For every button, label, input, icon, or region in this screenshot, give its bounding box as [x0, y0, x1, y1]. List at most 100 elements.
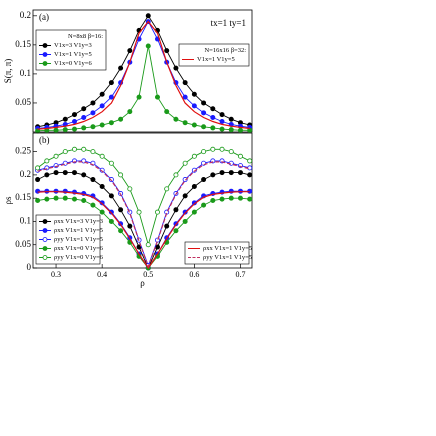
point — [53, 153, 59, 159]
point — [191, 153, 197, 159]
point — [173, 228, 179, 234]
point — [164, 48, 170, 54]
x-tick-label: 0.3 — [51, 270, 61, 279]
point — [99, 91, 105, 97]
point — [71, 196, 77, 202]
y-tick-label: 0.15 — [15, 192, 31, 202]
point — [35, 165, 41, 171]
x-axis-label: ρ — [140, 278, 145, 288]
point — [90, 100, 96, 106]
y-axis-label: ρs — [3, 196, 13, 204]
point — [71, 119, 77, 125]
point — [182, 80, 188, 86]
plot-frame — [32, 9, 253, 133]
y-tick-label: 0.1 — [20, 68, 31, 78]
point — [210, 114, 216, 120]
point — [127, 223, 133, 229]
point — [90, 110, 96, 116]
legend: ρxx V1x=3 V1y=3 ρxx V1x=1 V1y=5 ρyy V1x=1 … — [35, 214, 104, 265]
point — [108, 193, 114, 199]
point — [99, 122, 105, 128]
point — [219, 146, 225, 152]
legend-title: N=16x16 β=32: — [204, 47, 246, 54]
panel: 0.05 0.1 0.15 0.2 S(π, π) (a) tx=1 ty=1 N=8x8 β… — [3, 9, 253, 134]
point — [191, 91, 197, 97]
point — [173, 65, 179, 71]
y-tick-label: 0.25 — [15, 146, 31, 156]
point — [210, 197, 216, 203]
point — [118, 172, 124, 178]
panel-label: (a) — [39, 12, 49, 22]
point — [127, 48, 133, 54]
legend-marker — [42, 61, 48, 66]
point — [219, 196, 225, 202]
point — [44, 196, 50, 202]
point — [164, 109, 170, 115]
point — [247, 196, 253, 202]
point — [219, 126, 225, 132]
point — [210, 146, 216, 152]
legend-label: ρxx V1x=1 V1y=5 — [54, 227, 103, 234]
panel: 0 0.05 0.1 0.15 0.2 0.25 0.3 0.4 0.5 0.6 0.7 ρs ρ (b)… — [3, 132, 253, 288]
y-tick-label: 0.2 — [20, 169, 31, 179]
y-tick-label: 0.05 — [15, 97, 31, 107]
legend-label: ρyy V1x=1 V1y=5 — [54, 236, 103, 243]
series-line — [37, 191, 250, 270]
legend: N=16x16 β=32: V1x=1 V1y=5 — [178, 43, 250, 67]
point — [201, 100, 207, 106]
point — [81, 125, 87, 131]
annotation: tx=1 ty=1 — [211, 18, 246, 28]
legend-box — [178, 43, 250, 67]
point — [71, 126, 77, 132]
point — [136, 94, 142, 100]
point — [127, 109, 133, 115]
point — [228, 195, 234, 201]
point — [62, 116, 68, 122]
point — [62, 195, 68, 201]
point — [108, 94, 114, 100]
point — [201, 149, 207, 155]
point — [99, 167, 105, 173]
x-tick-label: 0.6 — [189, 270, 199, 279]
point — [35, 197, 41, 203]
panel-label: (b) — [39, 135, 50, 145]
point — [164, 223, 170, 229]
point — [145, 43, 151, 49]
point — [210, 172, 216, 178]
legend-label: V1x=0 V1y=6 — [54, 60, 92, 67]
point — [118, 207, 124, 213]
legend-marker — [42, 228, 48, 233]
point — [237, 127, 243, 133]
point — [201, 124, 207, 130]
point — [118, 65, 124, 71]
point — [62, 127, 68, 133]
legend-label: ρyy V1x=1 V1y=5 — [203, 254, 252, 261]
point — [182, 209, 188, 215]
point — [81, 197, 87, 203]
point — [247, 158, 253, 164]
point — [164, 186, 170, 192]
point — [108, 209, 114, 215]
point — [108, 177, 114, 183]
legend-label: ρxx V1x=3 V1y=3 — [54, 218, 103, 225]
legend-label: ρxx V1x=1 V1y=5 — [203, 245, 252, 252]
legend-label: ρyy V1x=0 V1y=6 — [54, 254, 104, 261]
point — [44, 158, 50, 164]
point — [118, 228, 124, 234]
legend-label: V1x=1 V1y=5 — [54, 51, 92, 58]
point — [182, 120, 188, 126]
point — [210, 106, 216, 112]
point — [53, 127, 59, 133]
legend-marker — [42, 43, 48, 48]
point — [53, 195, 59, 201]
point — [182, 160, 188, 166]
point — [191, 122, 197, 128]
legend-box — [184, 241, 250, 265]
point — [71, 112, 77, 118]
point — [247, 172, 253, 178]
point — [35, 188, 41, 194]
point — [154, 209, 160, 215]
point — [228, 127, 234, 133]
point — [108, 80, 114, 86]
y-tick-label: 0.1 — [20, 216, 31, 226]
